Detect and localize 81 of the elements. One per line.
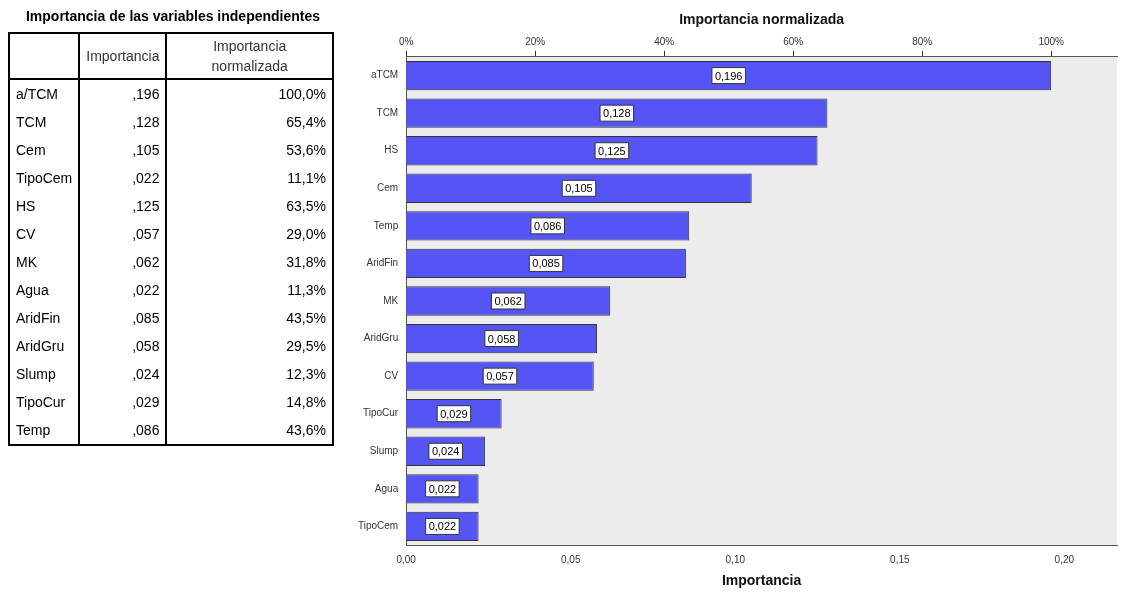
text: Importancia normalizada <box>166 33 333 79</box>
data-label: 0,105 <box>565 182 593 195</box>
text: CV <box>9 220 80 248</box>
text: 100,0% <box>166 79 333 108</box>
y-tick-label: TCM <box>376 106 399 118</box>
y-tick-label: HS <box>384 144 399 156</box>
text: ,125 <box>79 192 167 220</box>
text: TipoCem <box>9 164 80 192</box>
x2-tick-label: 0% <box>398 35 414 47</box>
data-label: 0,196 <box>714 69 743 82</box>
data-label: 0,057 <box>486 370 514 383</box>
text: ,022 <box>79 164 167 192</box>
x-axis-title: Importancia <box>721 572 802 589</box>
data-label: 0,062 <box>494 295 522 308</box>
y-tick-label: aTCM <box>370 69 399 81</box>
text: AridGru <box>9 332 80 360</box>
data-label: 0,086 <box>533 219 562 232</box>
text: Cem <box>9 136 80 164</box>
x-tick-label: 0,20 <box>1054 553 1075 565</box>
text: 29,5% <box>166 332 333 360</box>
y-tick-label: Slump <box>369 445 399 457</box>
text: ,029 <box>79 388 167 416</box>
y-tick-label: MK <box>383 294 399 306</box>
data-label: 0,024 <box>431 445 460 458</box>
y-tick-label: TipoCur <box>362 407 399 419</box>
x-tick-label: 0,10 <box>725 553 746 565</box>
text: Agua <box>9 276 80 304</box>
text: HS <box>9 192 80 220</box>
x2-axis-title: Importancia normalizada <box>679 11 845 28</box>
text: 43,6% <box>166 416 333 445</box>
x-tick-label: 0,05 <box>561 553 581 565</box>
text: 31,8% <box>166 248 333 276</box>
text: Importancia <box>79 33 167 79</box>
y-tick-label: Cem <box>377 182 399 194</box>
text: MK <box>9 248 80 276</box>
data-label: 0,029 <box>440 407 468 420</box>
text: 14,8% <box>166 388 333 416</box>
x2-tick-label: 80% <box>912 35 933 47</box>
x2-tick-label: 40% <box>654 35 675 47</box>
text: ,128 <box>79 108 167 136</box>
y-tick-label: AridFin <box>366 257 399 269</box>
text: ,086 <box>79 416 167 445</box>
text: 43,5% <box>166 304 333 332</box>
x2-tick-label: 60% <box>783 35 804 47</box>
y-tick-label: CV <box>384 369 399 381</box>
text: a/TCM <box>9 79 80 108</box>
x-tick-label: 0,15 <box>890 553 910 565</box>
y-tick-label: Agua <box>374 482 399 494</box>
data-label: 0,058 <box>487 332 516 345</box>
data-label: 0,128 <box>603 107 631 120</box>
text: TCM <box>9 108 80 136</box>
text: AridFin <box>9 304 80 332</box>
text: 11,1% <box>166 164 333 192</box>
data-label: 0,085 <box>532 257 560 270</box>
text: ,022 <box>79 276 167 304</box>
text: ,062 <box>79 248 167 276</box>
data-label: 0,125 <box>598 144 626 157</box>
text: ,105 <box>79 136 167 164</box>
text: 12,3% <box>166 360 333 388</box>
x-tick-label: 0,00 <box>396 553 417 565</box>
y-tick-label: AridGru <box>363 332 399 344</box>
text: 53,6% <box>166 136 333 164</box>
text: 65,4% <box>166 108 333 136</box>
text: 29,0% <box>166 220 333 248</box>
y-tick-label: Temp <box>373 219 399 231</box>
data-label: 0,022 <box>428 482 457 495</box>
text: ,058 <box>79 332 167 360</box>
text: 11,3% <box>166 276 333 304</box>
text: 63,5% <box>166 192 333 220</box>
text: ,196 <box>79 79 167 108</box>
text: Slump <box>9 360 80 388</box>
x2-tick-label: 20% <box>525 35 546 47</box>
data-label: 0,022 <box>428 520 457 533</box>
text: Temp <box>9 416 80 445</box>
text: TipoCur <box>9 388 80 416</box>
text: ,057 <box>79 220 167 248</box>
x2-tick-label: 100% <box>1038 35 1065 47</box>
y-tick-label: TipoCem <box>357 520 399 532</box>
text: Importancia de las variables independientes <box>24 7 322 26</box>
text: ,085 <box>79 304 167 332</box>
text: ,024 <box>79 360 167 388</box>
